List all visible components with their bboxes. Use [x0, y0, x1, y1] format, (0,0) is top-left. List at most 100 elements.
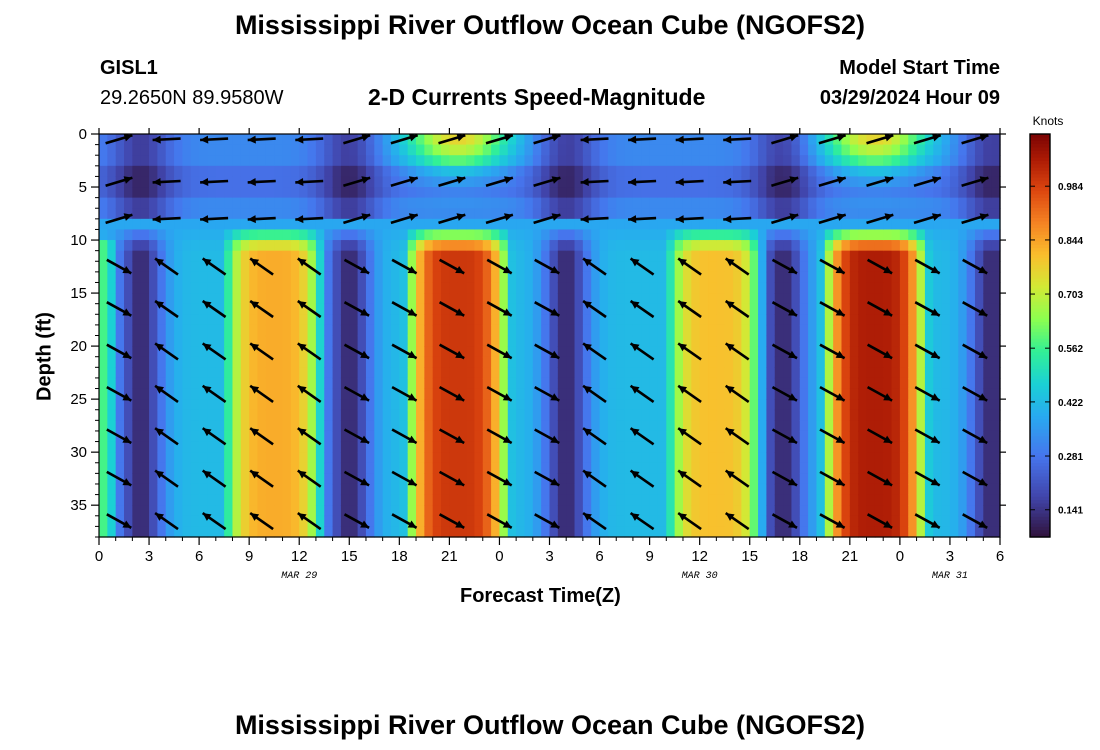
heat-cell [874, 367, 884, 379]
heat-cell [607, 176, 617, 188]
heat-cell [824, 388, 834, 400]
heat-cell [941, 261, 951, 273]
heat-cell [783, 462, 793, 474]
heat-cell [215, 197, 225, 209]
heat-cell [532, 526, 542, 538]
heat-cell [582, 483, 592, 496]
vector-arrow-head [628, 178, 637, 186]
heat-cell [716, 144, 726, 156]
heat-cell [124, 377, 133, 390]
x-tick-label: 12 [691, 548, 708, 565]
colorbar-cell [1030, 201, 1050, 206]
heat-cell [149, 367, 158, 379]
heat-cell [315, 218, 325, 231]
heat-cell [758, 187, 767, 199]
heat-cell [674, 218, 684, 231]
heat-cell [249, 303, 259, 315]
heat-cell [557, 144, 567, 156]
heat-cell [949, 324, 959, 337]
heat-cell [190, 303, 200, 315]
heat-cell [916, 367, 926, 379]
heat-cell [165, 293, 175, 305]
heat-cell [524, 271, 534, 284]
heat-cell [791, 367, 801, 379]
heat-cell [424, 356, 434, 368]
heat-cell [466, 208, 476, 220]
heat-cell [682, 430, 692, 443]
heat-cell [824, 250, 834, 262]
heat-cell [983, 420, 993, 432]
heat-cell [182, 473, 192, 485]
heat-cell [407, 144, 417, 156]
heat-cell [107, 420, 117, 432]
heat-cell [549, 229, 559, 241]
heat-cell [758, 483, 767, 496]
heat-cell [741, 526, 751, 538]
heat-cell [733, 144, 742, 156]
heat-cell [774, 218, 784, 231]
heat-cell [307, 515, 317, 527]
heat-cell [466, 462, 476, 474]
heat-cell [991, 526, 1001, 538]
colorbar-cell [1030, 308, 1050, 313]
heat-cell [332, 505, 342, 517]
heat-cell [883, 462, 893, 474]
heat-cell [791, 441, 801, 453]
heat-cell [716, 155, 726, 167]
heat-cell [207, 324, 217, 337]
heat-cell [282, 526, 292, 538]
vector-arrow-head [788, 478, 797, 486]
vector-arrow-head [788, 393, 797, 401]
heat-cell [274, 473, 284, 485]
heat-cell [424, 282, 434, 294]
heat-cell [849, 208, 859, 220]
heat-cell [674, 261, 684, 273]
heat-cell [624, 441, 634, 453]
heat-cell [649, 441, 659, 453]
heat-cell [816, 462, 826, 474]
heat-cell [849, 367, 859, 379]
heat-cell [641, 197, 651, 209]
colorbar-cell [1030, 439, 1050, 444]
heat-cell [516, 176, 526, 188]
heat-cell [666, 165, 676, 178]
heat-cell [265, 515, 275, 527]
heat-cell [340, 494, 350, 506]
heat-cell [432, 293, 442, 305]
heat-cell [99, 218, 108, 231]
heat-cell [908, 271, 918, 284]
heat-cell [799, 441, 809, 453]
heat-cell [349, 399, 359, 411]
heat-cell [833, 494, 843, 506]
heat-cell [332, 314, 342, 326]
heat-cell [416, 462, 425, 474]
heat-cell [541, 165, 551, 178]
heat-cell [365, 314, 375, 326]
heat-cell [974, 462, 984, 474]
heat-cell [416, 176, 425, 188]
heat-cell [115, 293, 125, 305]
heat-cell [733, 420, 742, 432]
heat-cell [724, 377, 734, 390]
heat-cell [357, 367, 367, 379]
heat-cell [666, 388, 676, 400]
heat-cell [632, 229, 642, 241]
heat-cell [616, 218, 626, 231]
heat-cell [215, 526, 225, 538]
vector-arrow-head [978, 350, 988, 359]
heat-cell [949, 409, 959, 421]
heat-cell [991, 187, 1001, 199]
heat-cell [349, 314, 359, 326]
heat-cell [165, 218, 175, 231]
heat-cell [557, 441, 567, 453]
heat-cell [232, 526, 242, 538]
heat-cell [791, 218, 801, 231]
heat-cell [290, 261, 300, 273]
heat-cell [674, 155, 684, 167]
heat-cell [474, 134, 484, 146]
vector-arrow-head [456, 133, 466, 142]
heat-cell [833, 134, 843, 146]
heat-cell [724, 293, 734, 305]
heat-cell [282, 187, 292, 199]
heat-cell [849, 409, 859, 421]
